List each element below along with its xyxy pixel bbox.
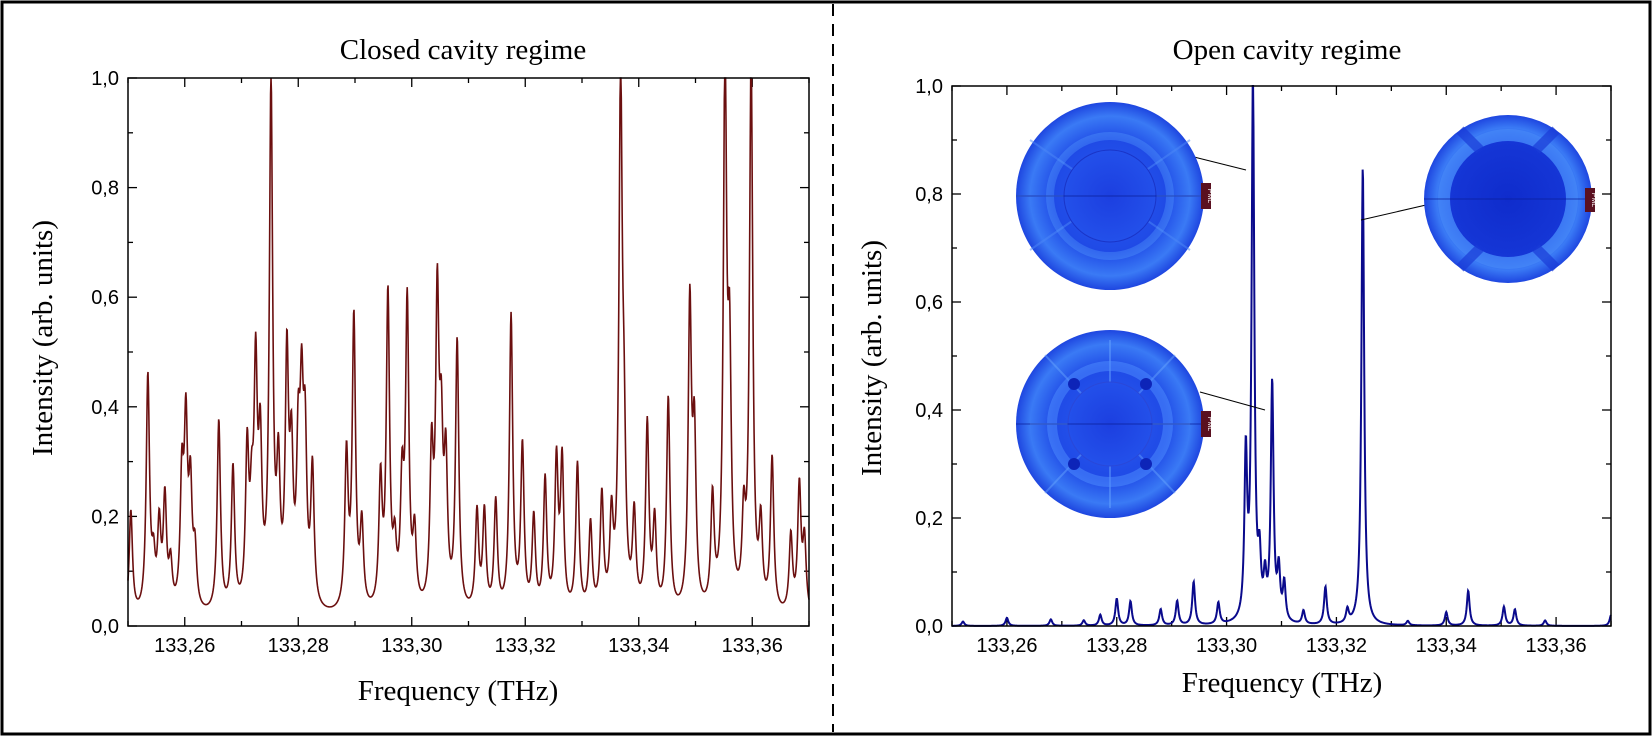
pml-label: PML — [1206, 189, 1213, 204]
y-axis-title: Intensity (arb. units) — [856, 240, 888, 476]
axis-ticks — [127, 77, 810, 627]
pml-label-box — [1201, 411, 1211, 437]
x-tick-label: 133,32 — [495, 635, 556, 657]
y-tick-label: 0,8 — [91, 178, 119, 200]
tick-labels: 133,26 133,28 133,30 133,32 133,34 133,36 0,0 0… — [91, 68, 783, 657]
plot-area-frame — [127, 77, 810, 627]
x-tick-label: 133,30 — [1196, 635, 1257, 657]
x-tick-label: 133,28 — [268, 635, 329, 657]
closed-cavity-spectrum-line — [127, 77, 810, 608]
plot-area-frame — [951, 85, 1612, 627]
x-axis-title: Frequency (THz) — [1182, 667, 1383, 699]
chart-title: Closed cavity regime — [340, 34, 586, 66]
y-tick-label: 0,2 — [91, 506, 119, 528]
pml-label-box — [1585, 188, 1595, 212]
pml-label: PML — [1590, 193, 1597, 208]
y-tick-label: 1,0 — [915, 76, 943, 98]
field-map-inset-bottom-left: PML — [1016, 330, 1266, 518]
y-tick-label: 0,0 — [91, 616, 119, 638]
tick-labels: 133,26 133,28 133,30 133,32 133,34 133,36 0,0 0… — [915, 76, 1586, 657]
field-map-inset-right: PML — [1360, 115, 1597, 283]
x-tick-label: 133,36 — [1525, 635, 1586, 657]
y-tick-label: 1,0 — [91, 68, 119, 90]
x-tick-label: 133,30 — [381, 635, 442, 657]
open-cavity-panel: Open cavity regime Intensity (arb. units… — [856, 34, 1612, 699]
x-tick-label: 133,34 — [1416, 635, 1477, 657]
inset-leader-line — [1360, 204, 1427, 221]
pml-label-box — [1201, 183, 1211, 209]
y-tick-label: 0,0 — [915, 616, 943, 638]
field-map-inset-top-left: PML — [1016, 102, 1247, 290]
y-tick-label: 0,4 — [915, 400, 943, 422]
closed-cavity-panel: Closed cavity regime Intensity (arb. uni… — [27, 34, 810, 707]
y-tick-label: 0,2 — [915, 508, 943, 530]
x-tick-label: 133,34 — [608, 635, 669, 657]
x-tick-label: 133,28 — [1086, 635, 1147, 657]
y-tick-label: 0,8 — [915, 184, 943, 206]
x-axis-title: Frequency (THz) — [358, 675, 559, 707]
inset-leader-line — [1199, 391, 1266, 411]
x-tick-label: 133,26 — [154, 635, 215, 657]
x-tick-label: 133,26 — [976, 635, 1037, 657]
chart-title: Open cavity regime — [1173, 34, 1402, 66]
pml-label: PML — [1206, 417, 1213, 432]
x-tick-label: 133,32 — [1306, 635, 1367, 657]
y-tick-label: 0,4 — [91, 397, 119, 419]
y-axis-title: Intensity (arb. units) — [27, 220, 59, 456]
inset-leader-line — [1193, 156, 1247, 171]
y-tick-label: 0,6 — [915, 292, 943, 314]
x-tick-label: 133,36 — [722, 635, 783, 657]
y-tick-label: 0,6 — [91, 287, 119, 309]
